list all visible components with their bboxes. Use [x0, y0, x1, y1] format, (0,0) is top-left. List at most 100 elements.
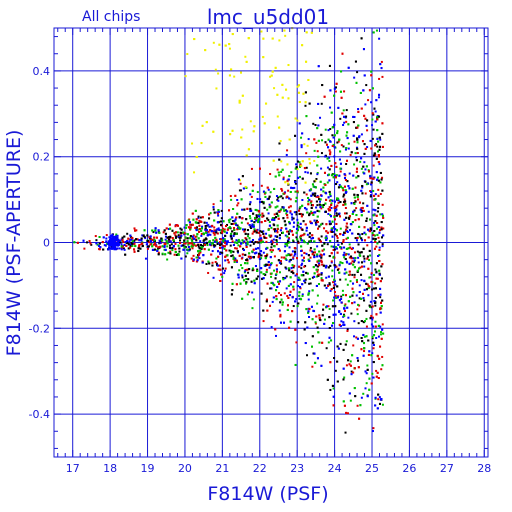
data-point [292, 285, 295, 288]
data-point [360, 133, 363, 136]
data-point [231, 33, 234, 36]
data-point [288, 175, 291, 178]
data-point [381, 214, 384, 217]
data-point [222, 240, 225, 243]
data-point [335, 183, 338, 186]
data-point [344, 343, 347, 346]
data-point [304, 281, 307, 284]
data-point [345, 134, 348, 137]
data-point [192, 218, 195, 221]
data-point [229, 133, 232, 136]
data-point [212, 41, 215, 44]
data-point [308, 162, 311, 165]
data-point [370, 74, 373, 77]
data-point [178, 247, 181, 250]
data-point [109, 239, 112, 242]
data-point [219, 246, 222, 249]
data-point [300, 267, 303, 270]
data-point [313, 138, 316, 141]
data-point [270, 272, 273, 275]
data-point [333, 280, 336, 283]
data-point [201, 124, 204, 127]
data-point [116, 236, 119, 239]
data-point [309, 246, 312, 249]
data-point [347, 273, 350, 276]
data-point [320, 277, 323, 280]
data-point [366, 204, 369, 207]
data-point [269, 235, 272, 238]
data-point [348, 256, 351, 259]
data-point [311, 335, 314, 338]
data-point [245, 154, 248, 157]
data-point [280, 293, 283, 296]
data-point [233, 228, 236, 231]
data-point [224, 267, 227, 270]
data-point [284, 266, 287, 269]
data-point [345, 147, 348, 150]
data-point [284, 245, 287, 248]
data-point [249, 201, 252, 204]
data-point [363, 231, 366, 234]
data-point [230, 198, 233, 201]
data-point [241, 217, 244, 220]
data-point [155, 236, 158, 239]
data-point [218, 43, 221, 46]
data-point [272, 296, 275, 299]
data-point [180, 234, 183, 237]
data-point [316, 260, 319, 263]
data-point [301, 132, 304, 135]
data-point [155, 231, 158, 234]
data-point [324, 128, 327, 131]
data-point [294, 253, 297, 256]
data-point [335, 247, 338, 250]
data-point [251, 232, 254, 235]
data-point [323, 171, 326, 174]
data-point [342, 313, 345, 316]
data-point [154, 227, 157, 230]
data-point [250, 226, 253, 229]
data-point [113, 246, 116, 249]
data-point [341, 112, 344, 115]
data-point [271, 217, 274, 220]
data-point [311, 204, 314, 207]
data-point [373, 152, 376, 155]
data-point [354, 256, 357, 259]
data-point [282, 176, 285, 179]
data-point [191, 212, 194, 215]
data-point [335, 205, 338, 208]
data-point [238, 101, 241, 104]
data-point [371, 87, 374, 90]
data-point [244, 274, 247, 277]
data-point [287, 97, 290, 100]
data-point [378, 273, 381, 276]
data-point [270, 251, 273, 254]
data-point [226, 241, 229, 244]
data-point [275, 334, 278, 337]
data-point [213, 240, 216, 243]
data-point [120, 245, 123, 248]
data-point [382, 332, 385, 335]
data-point [163, 229, 166, 232]
data-point [292, 225, 295, 228]
data-point [362, 202, 365, 205]
data-point [230, 255, 233, 258]
data-point [230, 232, 233, 235]
data-point [228, 47, 231, 50]
data-point [360, 297, 363, 300]
data-point [169, 252, 172, 255]
data-point [151, 248, 154, 251]
data-point [307, 298, 310, 301]
data-point [380, 305, 383, 308]
data-point [202, 239, 205, 242]
data-point [358, 267, 361, 270]
data-point [348, 392, 351, 395]
data-point [98, 235, 101, 238]
data-point [216, 242, 219, 245]
data-point [353, 76, 356, 79]
data-point [295, 213, 298, 216]
data-point [277, 196, 280, 199]
data-point [301, 293, 304, 296]
y-tick-label: -0.2 [29, 322, 50, 335]
data-point [296, 168, 299, 171]
data-point [199, 240, 202, 243]
